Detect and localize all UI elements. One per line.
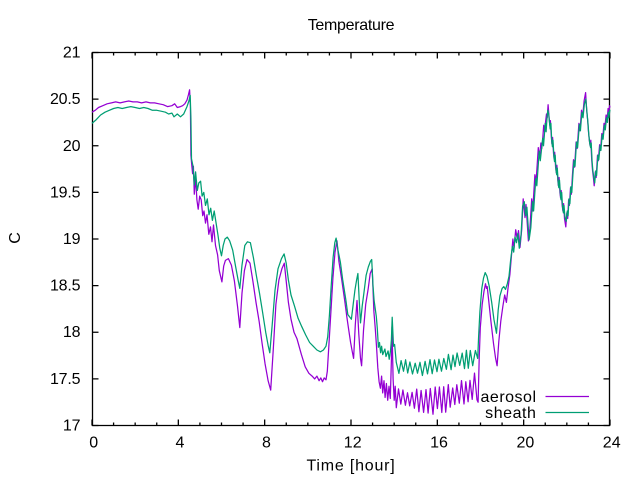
svg-text:Temperature: Temperature [308,17,395,34]
svg-text:20.5: 20.5 [50,91,81,108]
svg-text:17.5: 17.5 [50,371,81,388]
svg-text:24: 24 [603,435,621,452]
svg-text:20: 20 [63,138,81,155]
svg-text:4: 4 [176,435,185,452]
svg-text:8: 8 [262,435,271,452]
svg-text:19: 19 [63,231,81,248]
svg-text:sheath: sheath [485,405,536,422]
svg-text:18: 18 [63,324,81,341]
svg-text:17: 17 [63,418,81,435]
svg-text:C: C [7,232,24,244]
svg-text:0: 0 [89,435,98,452]
svg-text:Time [hour]: Time [hour] [306,457,395,474]
svg-text:12: 12 [344,435,362,452]
svg-text:18.5: 18.5 [50,278,81,295]
svg-text:20: 20 [517,435,535,452]
svg-text:21: 21 [63,45,81,62]
svg-text:16: 16 [430,435,448,452]
svg-text:19.5: 19.5 [50,184,81,201]
svg-text:aerosol: aerosol [481,389,537,406]
